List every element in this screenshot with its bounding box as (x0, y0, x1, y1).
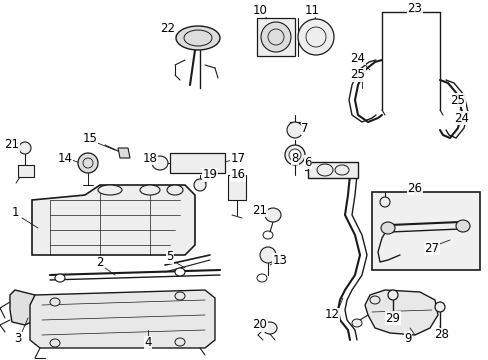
Text: 28: 28 (434, 328, 448, 342)
Text: 4: 4 (144, 337, 151, 350)
Text: 25: 25 (449, 94, 465, 107)
Text: 26: 26 (407, 181, 422, 194)
Text: 13: 13 (272, 253, 287, 266)
Ellipse shape (152, 156, 168, 170)
Text: 11: 11 (304, 4, 319, 17)
Polygon shape (118, 148, 130, 158)
Bar (257, 18, 294, 56)
Text: 25: 25 (350, 68, 365, 81)
Bar (18, 165, 34, 177)
Ellipse shape (50, 339, 60, 347)
Text: 7: 7 (301, 122, 308, 135)
Ellipse shape (369, 296, 379, 304)
Text: 27: 27 (424, 242, 439, 255)
Text: 22: 22 (160, 22, 175, 35)
Text: 20: 20 (252, 319, 267, 332)
Ellipse shape (387, 290, 397, 300)
Ellipse shape (285, 145, 305, 165)
Ellipse shape (19, 142, 31, 154)
Text: 8: 8 (291, 152, 298, 165)
Ellipse shape (264, 208, 281, 222)
Ellipse shape (380, 222, 394, 234)
Text: 18: 18 (142, 152, 157, 165)
Bar (307, 162, 357, 178)
Text: 15: 15 (82, 131, 97, 144)
Ellipse shape (351, 319, 361, 327)
Polygon shape (364, 290, 437, 335)
Text: 24: 24 (453, 112, 468, 125)
Text: 14: 14 (58, 152, 72, 165)
Ellipse shape (379, 197, 389, 207)
Text: 10: 10 (252, 4, 267, 17)
Text: 19: 19 (202, 168, 217, 181)
Ellipse shape (455, 220, 469, 232)
Ellipse shape (175, 338, 184, 346)
Text: 24: 24 (350, 51, 365, 64)
Text: 2: 2 (96, 256, 103, 270)
Ellipse shape (434, 302, 444, 312)
Text: 21: 21 (252, 203, 267, 216)
Ellipse shape (140, 185, 160, 195)
Text: 12: 12 (324, 309, 339, 321)
Ellipse shape (297, 19, 333, 55)
Text: 3: 3 (14, 332, 21, 345)
Ellipse shape (78, 153, 98, 173)
Ellipse shape (260, 247, 275, 263)
Ellipse shape (286, 122, 303, 138)
Bar (227, 175, 245, 200)
Polygon shape (10, 290, 35, 325)
Text: 23: 23 (407, 1, 422, 14)
Text: 29: 29 (385, 311, 400, 324)
Text: 16: 16 (230, 168, 245, 181)
Bar (371, 192, 479, 270)
Ellipse shape (167, 185, 183, 195)
Text: 9: 9 (404, 332, 411, 345)
Ellipse shape (175, 292, 184, 300)
Ellipse shape (175, 268, 184, 276)
Text: 17: 17 (230, 152, 245, 165)
Ellipse shape (261, 22, 290, 52)
Ellipse shape (194, 179, 205, 191)
Text: 5: 5 (166, 251, 173, 264)
Text: 6: 6 (304, 156, 311, 168)
Text: 21: 21 (4, 139, 20, 152)
Ellipse shape (55, 274, 65, 282)
Text: 1: 1 (11, 207, 19, 220)
Polygon shape (32, 185, 195, 255)
Ellipse shape (98, 185, 122, 195)
Bar (170, 153, 224, 173)
Ellipse shape (50, 298, 60, 306)
Ellipse shape (263, 322, 276, 334)
Polygon shape (30, 290, 215, 348)
Ellipse shape (176, 26, 220, 50)
